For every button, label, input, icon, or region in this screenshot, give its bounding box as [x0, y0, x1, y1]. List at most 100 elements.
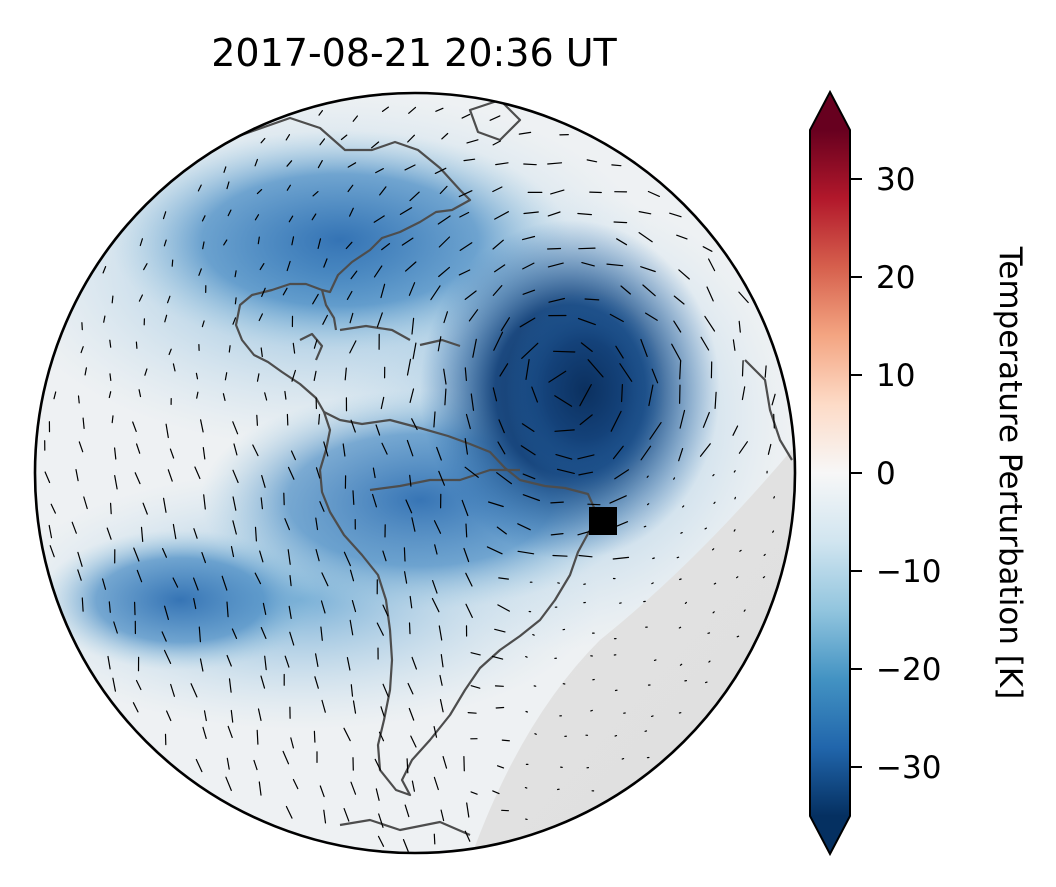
wind-arrow [405, 499, 413, 514]
wind-arrow [606, 263, 624, 267]
wind-arrow [738, 291, 749, 304]
wind-arrow [167, 469, 173, 482]
wind-arrow [406, 439, 414, 457]
wind-arrow [678, 448, 684, 462]
wind-arrow [315, 517, 319, 531]
wind-arrow [291, 369, 296, 382]
wind-arrow [458, 190, 473, 198]
wind-arrow [376, 622, 384, 636]
wind-arrow [230, 709, 234, 723]
wind-arrow [350, 781, 357, 795]
wind-arrow [438, 266, 450, 278]
wind-arrow [287, 466, 295, 480]
wind-arrow [615, 345, 624, 359]
wind-arrow [443, 368, 447, 385]
wind-arrow [640, 266, 656, 273]
wind-arrow [612, 445, 624, 460]
wind-arrow [611, 164, 622, 167]
wind-arrow [498, 419, 505, 434]
wind-arrow [343, 551, 351, 567]
wind-arrow [492, 790, 500, 795]
colorbar-label: Temperature Perturbation [K] [992, 246, 1028, 700]
wind-arrow [260, 497, 263, 510]
wind-arrow [402, 838, 409, 853]
wind-arrow [232, 317, 237, 325]
wind-arrow [494, 628, 506, 633]
wind-arrow [223, 239, 228, 246]
wind-arrow [673, 295, 685, 305]
wind-arrow [286, 184, 291, 191]
wind-arrow [291, 236, 295, 246]
wind-arrow [282, 287, 288, 296]
wind-arrow [739, 549, 742, 552]
wind-arrow [495, 162, 509, 166]
wind-arrow [71, 521, 77, 534]
wind-arrow [318, 413, 321, 425]
wind-arrow [741, 386, 746, 401]
wind-arrow [232, 421, 239, 435]
wind-arrow [81, 597, 84, 612]
wind-arrow [762, 576, 766, 579]
wind-arrow [442, 755, 448, 769]
wind-arrow [312, 191, 319, 197]
wind-arrow [465, 523, 468, 538]
wind-arrow [190, 683, 198, 698]
wind-arrow [441, 132, 449, 140]
wind-arrow [315, 467, 321, 479]
wind-arrow [704, 681, 708, 684]
wind-arrow [320, 626, 323, 641]
wind-arrow [684, 601, 688, 605]
wind-arrow [436, 446, 442, 461]
wind-arrow [403, 547, 406, 562]
wind-arrow [351, 599, 357, 613]
wind-arrow [321, 699, 326, 713]
wind-arrow [764, 365, 767, 378]
wind-arrow [459, 242, 473, 251]
colorbar-extend-top [810, 92, 850, 130]
wind-arrow [203, 494, 206, 510]
coastline-cuba [339, 324, 411, 341]
wind-arrow [404, 571, 408, 584]
wind-arrow [647, 190, 661, 197]
wind-arrow [652, 557, 655, 560]
wind-arrow [347, 184, 354, 193]
wind-arrow [525, 655, 528, 658]
wind-arrow [170, 683, 175, 697]
wind-arrow [517, 550, 535, 555]
wind-arrow [372, 493, 377, 508]
wind-arrow [169, 448, 175, 459]
wind-arrow [142, 502, 148, 515]
wind-arrow [498, 577, 509, 580]
wind-arrow [228, 345, 231, 353]
wind-arrow [494, 264, 506, 273]
wind-arrow [577, 212, 593, 216]
wind-arrow [227, 725, 233, 739]
wind-arrow [437, 215, 451, 225]
wind-arrow [620, 384, 624, 403]
wind-arrow [349, 340, 357, 354]
wind-arrow [82, 417, 85, 429]
wind-arrow [578, 554, 593, 558]
wind-arrow [286, 260, 291, 272]
wind-arrow [743, 609, 746, 612]
wind-arrow [292, 778, 299, 790]
wind-arrow [317, 238, 322, 249]
globe-outline [33, 91, 797, 855]
wind-arrow [409, 474, 412, 487]
wind-arrow [472, 338, 477, 358]
wind-arrow [461, 499, 469, 517]
wind-arrow [733, 470, 736, 473]
wind-arrow [500, 317, 510, 332]
wind-arrow [523, 163, 537, 166]
wind-arrow [164, 605, 169, 621]
wind-arrow [732, 425, 739, 436]
wind-arrow [521, 342, 539, 359]
wind-arrow [349, 207, 354, 217]
coastline-amazon-river [369, 468, 520, 492]
wind-arrow [80, 346, 84, 354]
wind-arrow [193, 577, 199, 591]
wind-arrow [404, 164, 416, 171]
wind-arrow [313, 730, 316, 743]
wind-arrow [438, 236, 451, 248]
